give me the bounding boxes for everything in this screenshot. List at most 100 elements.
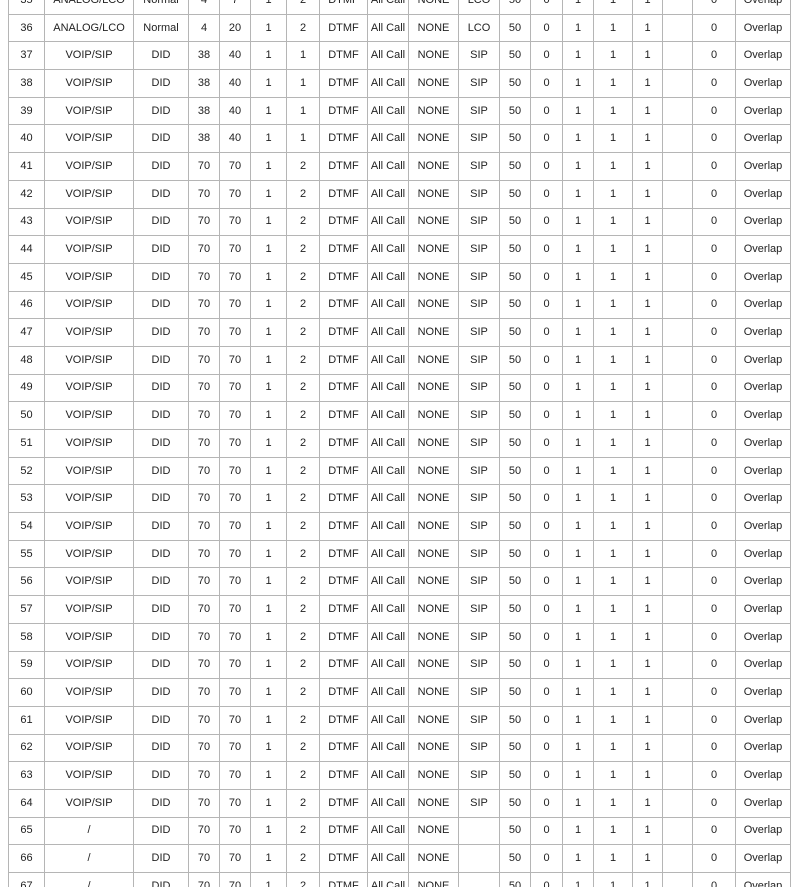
table-cell: 2 xyxy=(286,318,320,347)
table-cell: DID xyxy=(133,262,189,292)
table-cell: 70 xyxy=(188,290,220,320)
table-cell: NONE xyxy=(408,124,459,154)
table-cell xyxy=(662,0,693,15)
table-cell: DTMF xyxy=(319,13,368,43)
table-cell: DTMF xyxy=(319,705,368,735)
table-cell: 20 xyxy=(219,13,251,43)
table-cell: DTMF xyxy=(319,345,368,375)
table-cell: DTMF xyxy=(319,456,368,486)
table-cell: 1 xyxy=(593,345,633,375)
table-cell: All Call xyxy=(367,124,409,154)
table-cell: SIP xyxy=(458,761,500,790)
table-cell: 50 xyxy=(499,456,531,486)
table-cell: 70 xyxy=(219,872,251,887)
table-cell: 1 xyxy=(250,124,287,154)
table-cell: 0 xyxy=(692,622,736,652)
table-cell: 1 xyxy=(632,124,663,154)
table-cell: 50 xyxy=(499,401,531,430)
table-cell: NONE xyxy=(408,844,459,873)
table-cell: All Call xyxy=(367,179,409,209)
table-cell: Overlap xyxy=(735,207,791,237)
table-cell: 70 xyxy=(188,401,220,430)
table-cell: 0 xyxy=(692,235,736,264)
table-cell: 1 xyxy=(632,152,663,181)
table-row: 46 VOIP/SIP DID 70 70 1 2 DTMF All Call NONE SIP 50… xyxy=(8,290,791,320)
table-cell xyxy=(662,69,693,98)
table-cell: 0 xyxy=(692,290,736,320)
table-cell: 70 xyxy=(219,262,251,292)
table-cell: 2 xyxy=(286,290,320,320)
table-cell: 0 xyxy=(692,539,736,569)
table-cell xyxy=(662,373,693,403)
table-cell: 70 xyxy=(219,373,251,403)
table-cell: 1 xyxy=(250,678,287,707)
table-cell: 60 xyxy=(8,678,45,707)
table-cell: 0 xyxy=(530,290,563,320)
table-cell: 1 xyxy=(562,512,594,541)
table-cell: SIP xyxy=(458,456,500,486)
table-cell: SIP xyxy=(458,373,500,403)
table-cell: NONE xyxy=(408,290,459,320)
table-cell: 1 xyxy=(250,650,287,680)
table-cell: 2 xyxy=(286,401,320,430)
table-cell: SIP xyxy=(458,152,500,181)
table-cell: SIP xyxy=(458,41,500,71)
table-row: 55 VOIP/SIP DID 70 70 1 2 DTMF All Call NONE SIP 50… xyxy=(8,539,791,569)
table-cell: 49 xyxy=(8,373,45,403)
table-cell: 2 xyxy=(286,235,320,264)
table-cell: 70 xyxy=(219,595,251,624)
table-row: 61 VOIP/SIP DID 70 70 1 2 DTMF All Call NONE SIP 50… xyxy=(8,705,791,735)
table-cell: 70 xyxy=(188,595,220,624)
table-cell: VOIP/SIP xyxy=(44,512,134,541)
table-cell: 1 xyxy=(593,872,633,887)
table-cell: 37 xyxy=(8,41,45,71)
table-row: 43 VOIP/SIP DID 70 70 1 2 DTMF All Call NONE SIP 50… xyxy=(8,207,791,237)
table-cell: 1 xyxy=(250,844,287,873)
table-cell: All Call xyxy=(367,262,409,292)
table-cell xyxy=(662,761,693,790)
table-cell: 1 xyxy=(250,179,287,209)
table-cell xyxy=(662,567,693,597)
table-cell: NONE xyxy=(408,345,459,375)
table-cell: 1 xyxy=(562,622,594,652)
table-cell xyxy=(662,207,693,237)
table-cell: 1 xyxy=(562,539,594,569)
table-cell: 1 xyxy=(250,816,287,846)
table-cell: 1 xyxy=(632,345,663,375)
table-cell: SIP xyxy=(458,262,500,292)
table-cell: 70 xyxy=(219,622,251,652)
table-cell: 0 xyxy=(692,207,736,237)
table-cell: / xyxy=(44,872,134,887)
table-cell: 1 xyxy=(593,96,633,126)
table-cell: 0 xyxy=(692,705,736,735)
table-cell: NONE xyxy=(408,179,459,209)
table-cell: 1 xyxy=(286,69,320,98)
table-cell: DID xyxy=(133,207,189,237)
table-cell: SIP xyxy=(458,539,500,569)
table-row: 48 VOIP/SIP DID 70 70 1 2 DTMF All Call NONE SIP 50… xyxy=(8,345,791,375)
table-cell: 50 xyxy=(499,152,531,181)
table-cell: 1 xyxy=(632,595,663,624)
table-cell xyxy=(662,262,693,292)
table-cell: 70 xyxy=(219,179,251,209)
table-cell xyxy=(662,844,693,873)
table-cell: All Call xyxy=(367,290,409,320)
table-cell: 1 xyxy=(250,207,287,237)
table-cell: 1 xyxy=(632,539,663,569)
table-cell: 1 xyxy=(250,235,287,264)
table-cell: 1 xyxy=(562,13,594,43)
table-cell: 1 xyxy=(593,761,633,790)
table-cell: Overlap xyxy=(735,429,791,458)
table-cell: 1 xyxy=(250,96,287,126)
table-cell: 1 xyxy=(593,41,633,71)
table-cell xyxy=(662,816,693,846)
table-cell: DID xyxy=(133,705,189,735)
table-cell: 1 xyxy=(562,290,594,320)
table-cell: 1 xyxy=(562,705,594,735)
table-cell: 2 xyxy=(286,484,320,514)
table-cell: DTMF xyxy=(319,567,368,597)
table-cell: Overlap xyxy=(735,124,791,154)
table-cell: 1 xyxy=(250,567,287,597)
table-cell: 57 xyxy=(8,595,45,624)
table-cell: 1 xyxy=(632,705,663,735)
